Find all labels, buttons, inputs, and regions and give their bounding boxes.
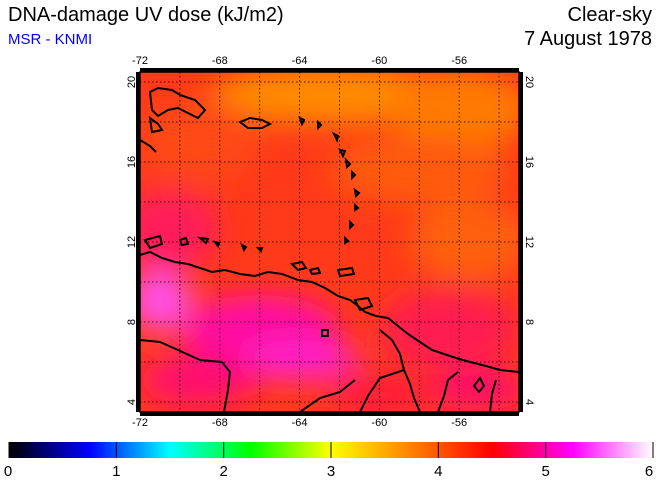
colorbar-tick-label: 1	[112, 463, 120, 480]
map-title: DNA-damage UV dose (kJ/m2)	[8, 4, 284, 26]
top-border	[140, 68, 519, 72]
sky-condition-label: Clear-sky	[567, 4, 652, 26]
lon-tick-label-bottom: -64	[292, 417, 308, 429]
colorbar-tick-label: 2	[219, 463, 227, 480]
left-border	[136, 72, 140, 412]
lat-tick-label-left: 12	[126, 236, 138, 248]
bottom-border	[140, 412, 519, 416]
right-border	[519, 72, 523, 412]
colorbar-tick-label: 3	[327, 463, 335, 480]
lon-tick-label-bottom: -72	[132, 417, 148, 429]
date-label: 7 August 1978	[524, 28, 652, 50]
lat-tick-label-right: 8	[523, 319, 535, 325]
colorbar-tick-label: 4	[434, 463, 442, 480]
lon-tick-label-top: -72	[132, 55, 148, 67]
lon-tick-label-top: -68	[212, 55, 228, 67]
colorbar-tick-label: 5	[541, 463, 549, 480]
data-source-label: MSR - KNMI	[8, 31, 93, 48]
lon-tick-label-bottom: -56	[451, 417, 467, 429]
lat-tick-label-right: 20	[523, 76, 535, 88]
lat-tick-label-right: 16	[523, 156, 535, 168]
colorbar-tick-label: 0	[4, 463, 12, 480]
lat-tick-label-left: 16	[126, 156, 138, 168]
lon-tick-label-top: -56	[451, 55, 467, 67]
lat-tick-label-left: 20	[126, 76, 138, 88]
lat-tick-label-left: 4	[126, 399, 138, 405]
lon-tick-label-top: -64	[292, 55, 308, 67]
lon-tick-label-bottom: -60	[371, 417, 387, 429]
lat-tick-label-left: 8	[126, 319, 138, 325]
lon-tick-label-bottom: -68	[212, 417, 228, 429]
lon-tick-label-top: -60	[371, 55, 387, 67]
lat-tick-label-right: 4	[523, 399, 535, 405]
coastlines	[140, 86, 519, 412]
colorbar-tick-label: 6	[645, 463, 653, 480]
lat-tick-label-right: 12	[523, 236, 535, 248]
